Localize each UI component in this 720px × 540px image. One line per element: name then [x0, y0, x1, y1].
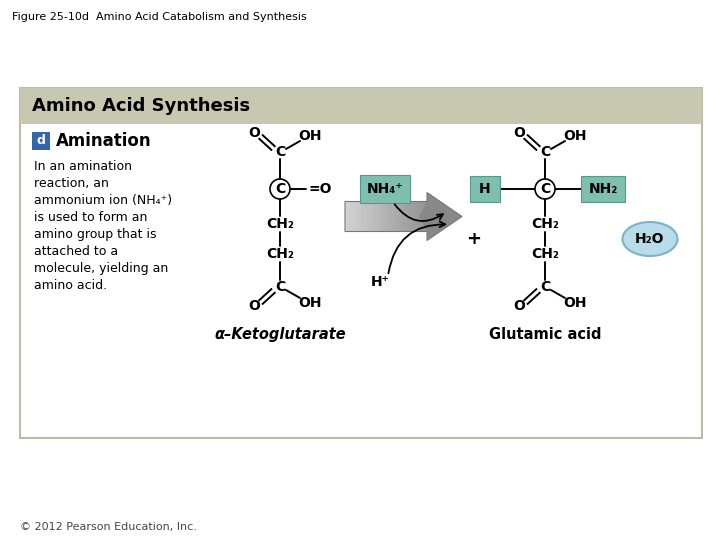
Text: H: H [480, 182, 491, 196]
Polygon shape [369, 201, 374, 232]
Text: ammonium ion (NH₄⁺): ammonium ion (NH₄⁺) [34, 194, 172, 207]
Polygon shape [349, 201, 354, 232]
Polygon shape [354, 201, 357, 232]
Polygon shape [419, 201, 423, 232]
Text: C: C [540, 145, 550, 159]
Ellipse shape [623, 222, 678, 256]
Polygon shape [395, 201, 398, 232]
Text: attached to a: attached to a [34, 245, 118, 258]
Polygon shape [410, 201, 415, 232]
Text: CH₂: CH₂ [266, 217, 294, 231]
Text: +: + [466, 230, 481, 248]
Text: Glutamic acid: Glutamic acid [489, 327, 601, 342]
FancyBboxPatch shape [20, 88, 702, 438]
Text: O: O [513, 126, 525, 140]
Text: d: d [37, 134, 45, 147]
Text: OH: OH [298, 129, 322, 143]
Polygon shape [402, 201, 407, 232]
Text: α–Ketoglutarate: α–Ketoglutarate [214, 327, 346, 342]
Text: © 2012 Pearson Education, Inc.: © 2012 Pearson Education, Inc. [20, 522, 197, 532]
Text: Amino Acid Synthesis: Amino Acid Synthesis [32, 97, 250, 115]
Text: O: O [513, 299, 525, 313]
Text: OH: OH [563, 129, 587, 143]
Text: O: O [248, 126, 260, 140]
Text: reaction, an: reaction, an [34, 177, 109, 190]
Polygon shape [374, 201, 378, 232]
Text: amino group that is: amino group that is [34, 228, 156, 241]
Text: C: C [275, 145, 285, 159]
Polygon shape [390, 201, 395, 232]
Polygon shape [366, 201, 369, 232]
Text: amino acid.: amino acid. [34, 279, 107, 292]
Circle shape [270, 179, 290, 199]
Text: C: C [275, 280, 285, 294]
Polygon shape [398, 201, 402, 232]
Text: CH₂: CH₂ [266, 247, 294, 261]
Polygon shape [361, 201, 366, 232]
Text: Amination: Amination [56, 132, 152, 150]
Polygon shape [423, 201, 427, 232]
Text: NH₄⁺: NH₄⁺ [366, 182, 403, 196]
FancyBboxPatch shape [581, 176, 625, 202]
Text: O: O [248, 299, 260, 313]
FancyBboxPatch shape [470, 176, 500, 202]
Text: molecule, yielding an: molecule, yielding an [34, 262, 168, 275]
Text: CH₂: CH₂ [531, 247, 559, 261]
Text: C: C [275, 182, 285, 196]
Text: CH₂: CH₂ [531, 217, 559, 231]
Text: Figure 25-10d  Amino Acid Catabolism and Synthesis: Figure 25-10d Amino Acid Catabolism and … [12, 12, 307, 22]
Circle shape [535, 179, 555, 199]
Text: OH: OH [563, 296, 587, 310]
Text: H⁺: H⁺ [371, 275, 390, 289]
Polygon shape [382, 201, 386, 232]
FancyBboxPatch shape [20, 88, 702, 124]
Polygon shape [345, 201, 349, 232]
Polygon shape [357, 201, 361, 232]
Text: H₂O: H₂O [635, 232, 665, 246]
FancyBboxPatch shape [360, 175, 410, 203]
Polygon shape [419, 192, 462, 240]
Text: =O: =O [308, 182, 331, 196]
Polygon shape [415, 201, 419, 232]
Text: In an amination: In an amination [34, 160, 132, 173]
Text: C: C [540, 182, 550, 196]
Polygon shape [407, 201, 410, 232]
Polygon shape [386, 201, 390, 232]
Text: C: C [540, 280, 550, 294]
Text: is used to form an: is used to form an [34, 211, 148, 224]
Polygon shape [378, 201, 382, 232]
Text: NH₂: NH₂ [588, 182, 618, 196]
Text: OH: OH [298, 296, 322, 310]
FancyBboxPatch shape [32, 132, 50, 150]
